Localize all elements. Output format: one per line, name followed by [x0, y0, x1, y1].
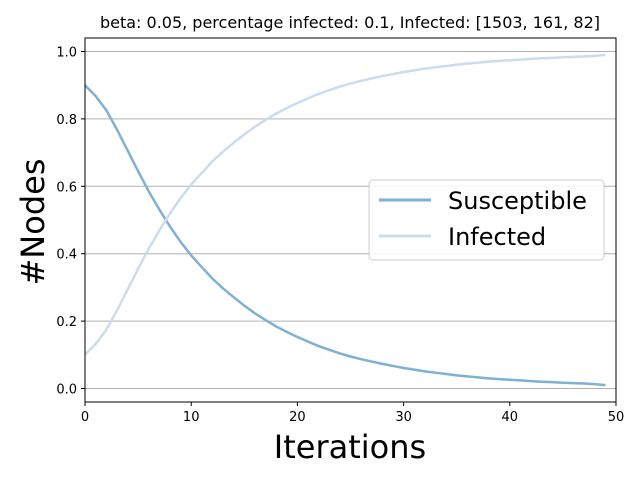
x-tick-label: 40 [502, 410, 519, 425]
legend-label-susceptible: Susceptible [448, 187, 587, 215]
y-axis: 0.0 0.2 0.4 0.6 0.8 1.0 [56, 45, 85, 398]
plot-frame [84, 37, 617, 403]
legend: Susceptible Infected [368, 179, 605, 261]
grid [85, 50, 616, 390]
x-tick-label: 0 [81, 410, 89, 425]
x-axis: 0 10 20 30 40 50 [81, 402, 624, 425]
y-tick-label: 0.2 [56, 315, 77, 330]
series-lines [84, 53, 606, 387]
chart-title: beta: 0.05, percentage infected: 0.1, In… [100, 13, 600, 32]
y-tick-label: 0.8 [56, 113, 77, 128]
y-tick-label: 0.0 [56, 383, 77, 398]
series-line-infected [84, 53, 606, 356]
x-axis-label: Iterations [274, 428, 426, 466]
y-tick-label: 0.4 [56, 248, 77, 263]
x-tick-label: 20 [289, 410, 306, 425]
y-tick-label: 0.6 [56, 180, 77, 195]
y-axis-label: #Nodes [14, 159, 52, 286]
x-tick-label: 50 [608, 410, 625, 425]
x-tick-label: 10 [183, 410, 200, 425]
y-tick-label: 1.0 [56, 45, 77, 60]
legend-label-infected: Infected [448, 223, 546, 251]
series-line-susceptible [84, 84, 606, 387]
x-tick-label: 30 [395, 410, 412, 425]
